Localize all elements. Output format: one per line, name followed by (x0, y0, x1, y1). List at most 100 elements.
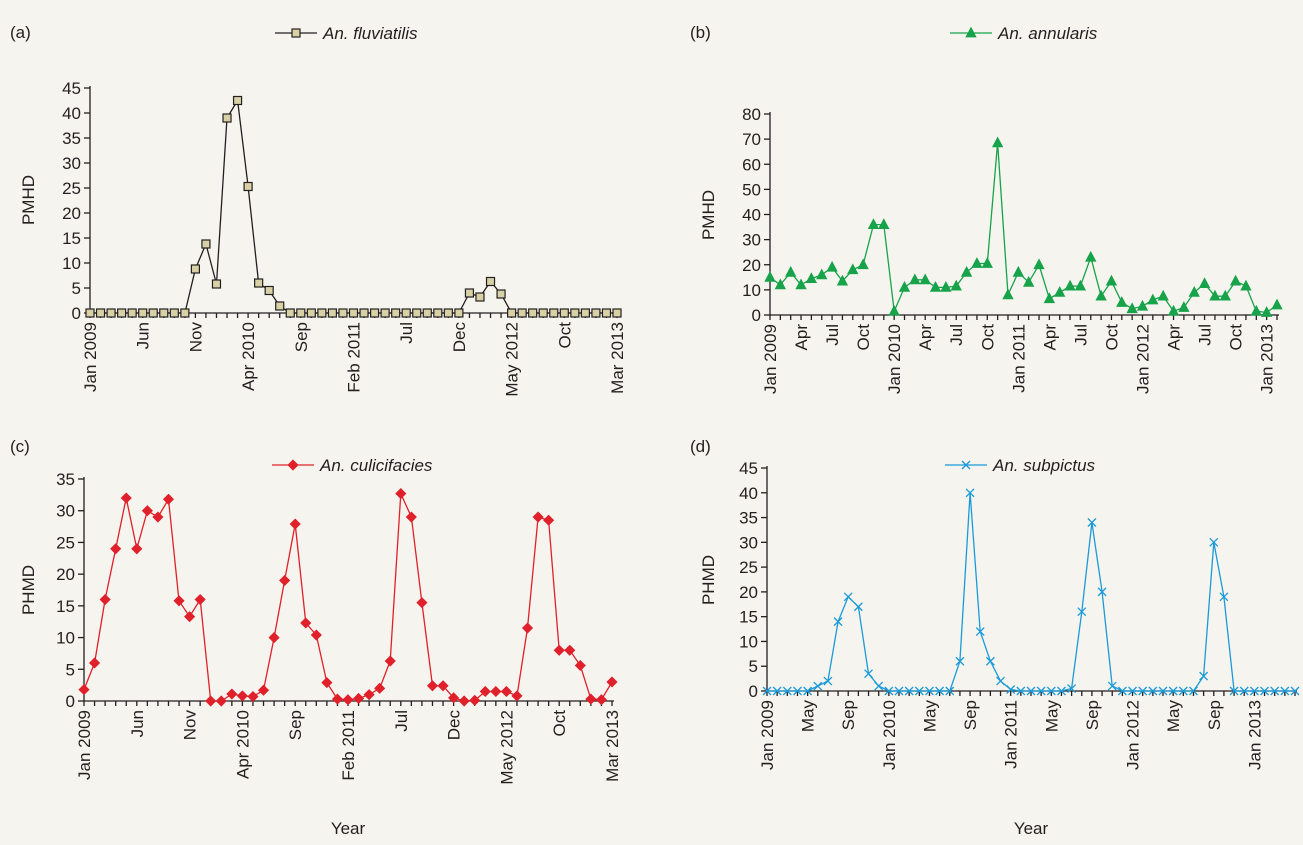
data-point (1219, 289, 1231, 301)
x-tick-label: Apr 2010 (239, 322, 258, 391)
x-tick-label: Sep (286, 710, 305, 740)
y-tick-label: 30 (62, 154, 81, 173)
data-point (110, 543, 122, 555)
data-point (395, 488, 407, 500)
x-tick-label: May 2012 (503, 322, 522, 397)
data-point (538, 308, 548, 318)
y-tick-label: 25 (62, 179, 81, 198)
x-tick-label: Jan 2010 (880, 700, 899, 770)
data-point (1198, 277, 1211, 288)
data-point (162, 493, 175, 505)
y-axis-title: PHMD (19, 565, 38, 615)
y-tick-label: 40 (739, 484, 758, 503)
data-point (152, 511, 164, 523)
data-point (405, 511, 417, 523)
y-tick-label: 45 (62, 79, 81, 98)
data-point (243, 181, 253, 192)
y-tick-label: 35 (739, 509, 758, 528)
data-point (106, 308, 116, 318)
data-point (955, 656, 965, 666)
x-tick-label: Jul (397, 322, 416, 344)
data-point (549, 308, 559, 318)
data-point (422, 308, 432, 318)
y-tick-label: 35 (56, 470, 75, 489)
y-axis-title: PMHD (699, 190, 718, 240)
data-point (553, 644, 565, 656)
y-tick-label: 10 (62, 254, 81, 273)
data-point (85, 308, 95, 318)
data-point (803, 686, 813, 696)
data-point (1280, 686, 1290, 696)
data-point (131, 543, 143, 555)
data-point (374, 682, 386, 694)
x-tick-label: Mar 2013 (608, 322, 627, 394)
x-tick-label: Dec (450, 322, 469, 353)
x-tick-label: Apr (1165, 324, 1184, 351)
legend-label: An. culicifacies (319, 456, 433, 475)
data-point (327, 308, 338, 318)
data-point (532, 511, 544, 523)
y-axis-title: PMHD (19, 175, 38, 225)
x-tick-label: Jan 2012 (1124, 700, 1143, 770)
data-point (464, 288, 475, 298)
data-point (138, 308, 148, 318)
data-point (500, 685, 512, 698)
data-point (1097, 587, 1107, 597)
data-point (1290, 686, 1300, 696)
data-point (914, 686, 924, 696)
data-point (960, 265, 973, 277)
data-point (479, 685, 491, 698)
data-point (1036, 686, 1046, 696)
data-point (805, 272, 818, 283)
data-point (857, 258, 869, 270)
data-point (1178, 686, 1188, 696)
x-tick-label: Sep (1205, 700, 1224, 730)
x-tick-label: Apr (1040, 324, 1059, 351)
data-point (363, 689, 375, 701)
x-tick-label: Sep (839, 700, 858, 730)
x-tick-label: Oct (1102, 324, 1121, 351)
data-point (401, 308, 411, 318)
data-point (201, 239, 211, 249)
data-point (833, 617, 843, 627)
data-point (1128, 686, 1137, 696)
x-tick-label: Dec (445, 710, 464, 741)
data-point (369, 308, 380, 318)
series-line (83, 493, 613, 702)
data-point (257, 684, 270, 696)
data-point (384, 655, 396, 667)
data-point (78, 684, 90, 696)
data-point (991, 136, 1004, 148)
x-tick-label: Jul (1196, 324, 1215, 346)
y-tick-label: 0 (72, 304, 81, 323)
x-tick-label: Feb 2011 (339, 710, 358, 781)
data-point (426, 680, 439, 692)
data-point (878, 218, 890, 229)
data-point (1199, 671, 1209, 681)
data-point (847, 263, 859, 275)
data-point (1077, 607, 1087, 617)
data-point (437, 680, 449, 692)
data-point (1006, 685, 1016, 694)
x-tick-label: Apr (916, 324, 935, 351)
x-tick-label: Jan 2013 (1245, 700, 1264, 770)
data-point (528, 308, 538, 318)
data-point (1107, 681, 1117, 691)
data-point (898, 281, 911, 292)
x-tick-label: Sep (1083, 700, 1102, 730)
data-point (521, 622, 534, 634)
data-point (940, 281, 952, 292)
x-tick-label: May (799, 700, 818, 733)
data-point (247, 690, 259, 703)
data-point (99, 593, 111, 606)
data-point (1250, 304, 1262, 316)
data-point (1087, 518, 1097, 527)
x-tick-label: Apr (792, 324, 811, 351)
data-point (975, 627, 985, 636)
data-point (1116, 296, 1128, 307)
legend-marker (291, 28, 301, 38)
panel-label: (d) (690, 437, 711, 456)
data-point (289, 518, 301, 530)
x-tick-label: Jun (128, 710, 147, 737)
